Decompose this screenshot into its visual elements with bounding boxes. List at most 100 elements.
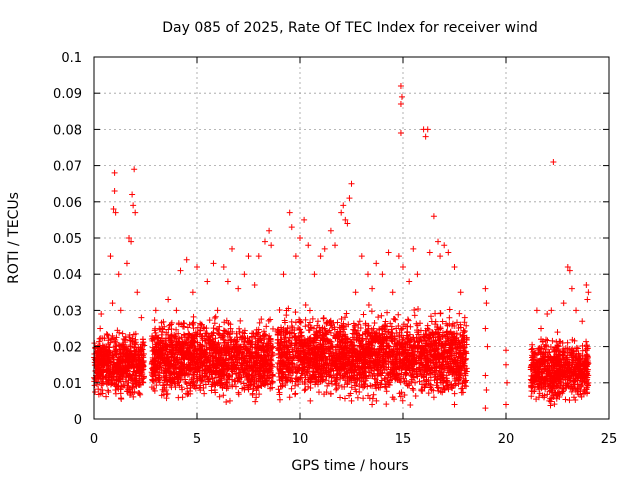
data-point [205, 333, 212, 340]
data-point [174, 378, 181, 385]
data-point [274, 337, 281, 344]
data-point [175, 321, 182, 328]
data-point [99, 342, 106, 349]
data-point [225, 348, 232, 355]
data-point [131, 345, 138, 352]
data-point [113, 334, 120, 341]
data-point [151, 355, 158, 362]
data-point [212, 313, 219, 320]
data-point [110, 370, 117, 377]
data-point [372, 355, 379, 362]
data-point [294, 376, 301, 383]
data-point [289, 346, 296, 353]
data-point [320, 362, 327, 369]
data-point [175, 349, 182, 356]
data-point [167, 377, 174, 384]
data-point [448, 355, 455, 362]
data-point [256, 391, 263, 398]
data-point [226, 376, 233, 383]
data-point [227, 321, 234, 328]
data-point [260, 328, 267, 335]
data-point [310, 339, 317, 346]
data-point [174, 346, 181, 353]
data-point [149, 377, 156, 384]
data-point [306, 319, 313, 326]
data-point [430, 353, 437, 360]
data-point [123, 356, 130, 363]
data-point [375, 353, 382, 360]
data-point [367, 346, 374, 353]
data-point [188, 332, 195, 339]
data-point [202, 330, 209, 337]
data-point [117, 363, 124, 370]
data-point [306, 354, 313, 361]
data-point [151, 317, 158, 324]
data-point [368, 308, 375, 315]
data-point [196, 384, 203, 391]
data-point [173, 326, 180, 333]
data-point [449, 365, 456, 372]
data-point [148, 361, 155, 368]
data-point [185, 330, 192, 337]
data-point [186, 371, 193, 378]
data-point [289, 360, 296, 367]
data-point [385, 381, 392, 388]
data-point [238, 374, 245, 381]
data-point [463, 383, 470, 390]
data-point [122, 378, 129, 385]
data-point [460, 375, 467, 382]
data-point [355, 321, 362, 328]
data-point [417, 345, 424, 352]
data-point [380, 351, 387, 358]
data-point [254, 338, 261, 345]
data-point [436, 369, 443, 376]
data-point [356, 363, 363, 370]
data-point [260, 349, 267, 356]
data-point [373, 397, 380, 404]
data-point [404, 347, 411, 354]
data-point [437, 325, 444, 332]
data-point [425, 377, 432, 384]
data-point [330, 352, 337, 359]
data-point [124, 367, 131, 374]
data-point [219, 384, 226, 391]
data-point [304, 368, 311, 375]
data-point [229, 355, 236, 362]
data-point [183, 336, 190, 343]
data-point [436, 359, 443, 366]
data-point [325, 350, 332, 357]
data-point [311, 352, 318, 359]
data-point [285, 369, 292, 376]
data-point [324, 382, 331, 389]
data-point [292, 391, 299, 398]
data-point [205, 378, 212, 385]
data-point [130, 393, 137, 400]
data-point [250, 358, 257, 365]
data-point [284, 377, 291, 384]
data-point [181, 320, 188, 327]
data-point [551, 401, 558, 408]
data-point [393, 371, 400, 378]
data-point [433, 376, 440, 383]
data-point [131, 388, 138, 395]
data-point [238, 364, 245, 371]
data-point [219, 351, 226, 358]
data-point [328, 321, 335, 328]
data-point [306, 307, 313, 314]
data-point [303, 338, 310, 345]
data-point [338, 316, 345, 323]
data-point [103, 331, 110, 338]
data-point [203, 346, 210, 353]
data-point [256, 319, 263, 326]
data-point [344, 381, 351, 388]
data-point [388, 323, 395, 330]
data-point [320, 336, 327, 343]
data-point [129, 377, 136, 384]
data-point [216, 393, 223, 400]
data-point [212, 365, 219, 372]
data-point [297, 353, 304, 360]
data-point [302, 323, 309, 330]
data-point [399, 336, 406, 343]
data-point [379, 330, 386, 337]
data-point [340, 345, 347, 352]
